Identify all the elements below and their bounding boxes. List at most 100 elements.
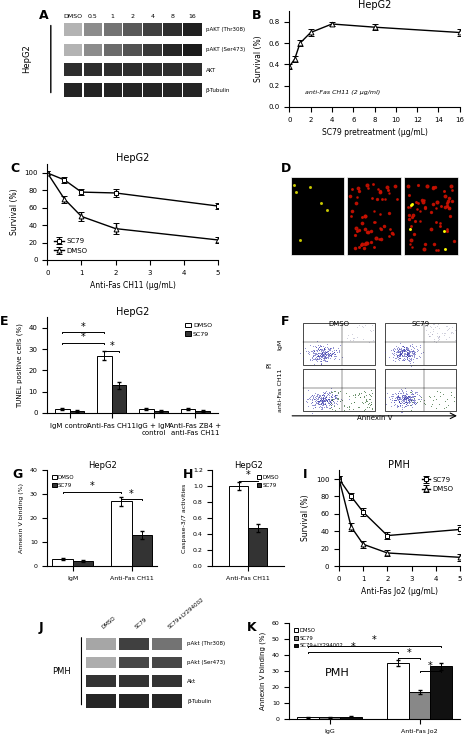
Point [313,354,320,366]
Point [319,394,326,406]
Point [329,348,337,360]
Point [397,348,404,360]
Point [410,390,418,402]
Point [296,347,304,359]
Point [319,398,327,410]
Point [395,342,403,354]
Point [315,344,323,356]
Point [410,393,418,405]
Point [410,395,418,407]
Point [406,390,413,402]
Point [400,392,408,404]
Point [402,395,410,407]
Point [404,354,411,366]
Point [445,324,452,336]
Point [432,321,439,333]
Point [302,345,310,357]
Point [319,391,327,403]
Point [411,395,419,407]
Point [326,342,333,354]
Point [433,402,440,414]
Point [433,385,440,397]
Point [407,343,415,355]
Point [388,394,396,406]
Point [406,390,414,402]
Point [425,330,433,342]
Y-axis label: Survival (%): Survival (%) [301,495,310,542]
Bar [123,83,142,97]
Point [308,407,316,419]
Point [404,390,411,402]
Point [429,325,437,337]
Point [405,355,412,367]
Point [361,386,369,398]
Point [430,318,438,330]
Point [397,348,405,360]
Point [433,330,441,342]
Title: HepG2: HepG2 [358,1,391,10]
Point [365,397,373,409]
Text: pAKT (Thr308): pAKT (Thr308) [206,27,245,32]
Point [321,394,329,406]
Point [408,340,416,352]
Point [399,401,406,413]
Point [323,346,330,358]
Point [327,342,335,354]
Point [394,345,401,357]
Point [317,345,325,357]
Point [328,393,335,405]
Point [319,395,326,407]
Point [397,386,404,398]
Point [392,394,400,406]
Point [317,345,325,357]
Point [391,395,398,407]
Point [330,348,337,360]
Point [402,345,410,357]
Point [398,350,405,362]
Point [315,352,323,364]
Point [407,350,414,362]
Legend: SC79, DMSO: SC79, DMSO [419,474,456,495]
Point [407,383,415,395]
Point [327,342,334,354]
Point [321,392,328,404]
Point [416,339,423,351]
Text: G: G [12,468,23,482]
Point [323,386,331,398]
Point [404,348,411,360]
Point [406,349,413,361]
Point [362,395,369,407]
Text: *: * [406,648,411,658]
Point [314,347,321,359]
Point [401,397,408,409]
Point [404,399,412,411]
Point [404,392,412,404]
Point [316,343,324,355]
Point [396,349,403,361]
Point [396,348,404,360]
Text: *: * [129,488,134,499]
Point [400,342,408,354]
Point [404,390,411,402]
Point [404,347,411,359]
Point [304,384,311,396]
Point [403,391,410,403]
Point [409,347,416,359]
Point [324,388,332,400]
Point [325,393,332,405]
Point [319,397,326,409]
Point [309,354,317,366]
Point [408,386,416,398]
Point [433,320,440,332]
Point [410,345,417,357]
Point [323,355,331,367]
Bar [183,63,201,76]
Point [395,396,402,408]
Point [330,341,337,353]
Point [330,390,338,402]
Point [409,356,417,368]
Point [318,350,326,362]
Point [318,347,325,359]
Point [403,346,410,358]
Point [402,392,410,404]
